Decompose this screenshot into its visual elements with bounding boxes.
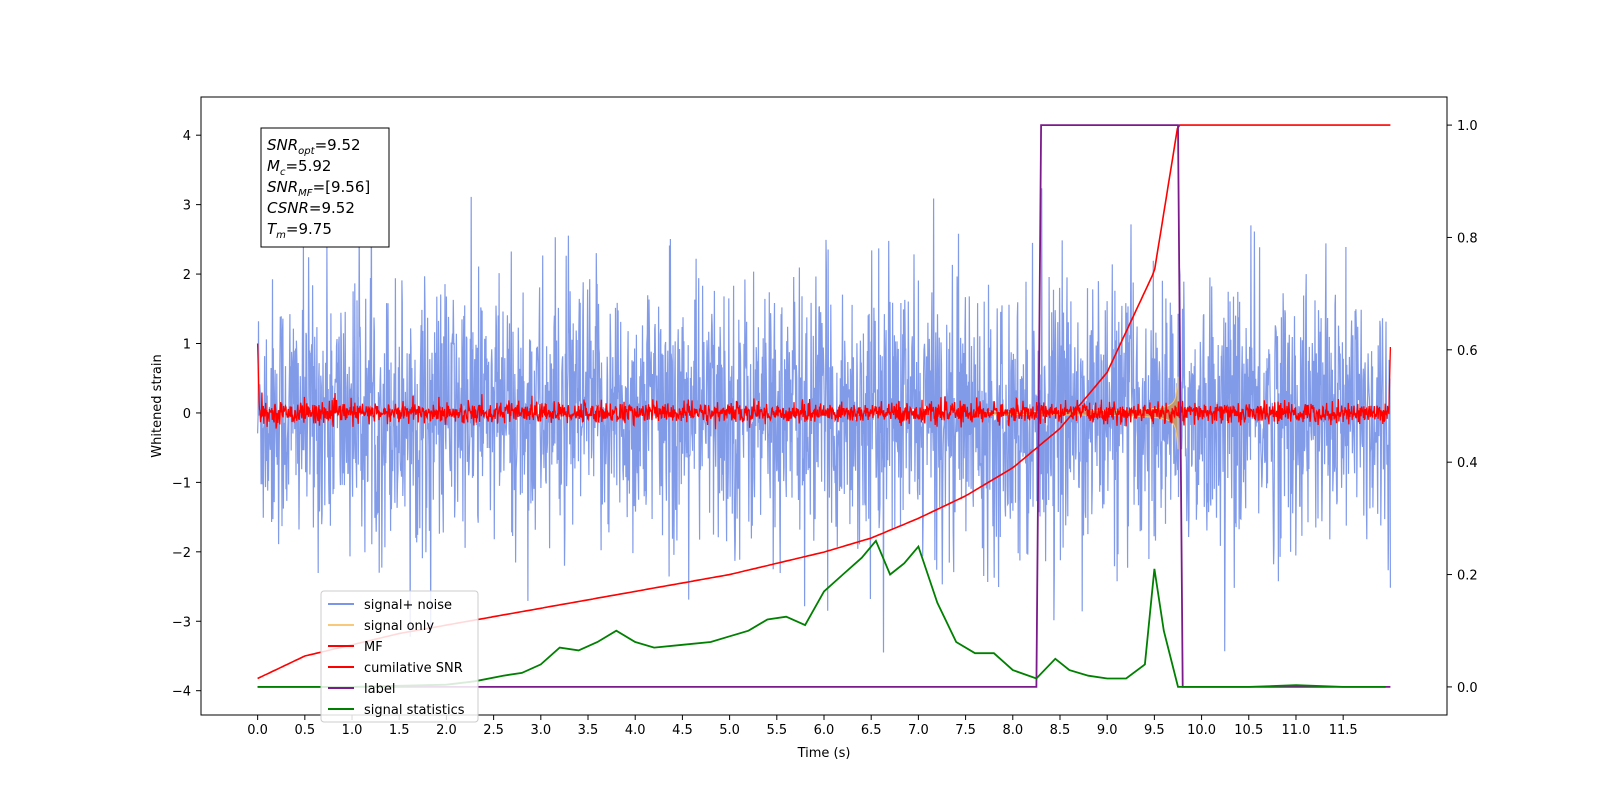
y-axis-left-ticks: 4 3 2 1 0 −1 −2 −3 −4 <box>172 129 201 700</box>
x-tick-label: 1.5 <box>389 723 410 738</box>
x-tick-label: 4.5 <box>672 723 693 738</box>
x-tick-label: 11.5 <box>1329 723 1358 738</box>
x-tick-label: 3.5 <box>578 723 599 738</box>
legend-frame <box>320 590 479 723</box>
y-right-tick-label: 0.0 <box>1457 681 1478 696</box>
y-left-tick-label: −2 <box>172 546 191 561</box>
y-axis-right-ticks: 1.0 0.8 0.6 0.4 0.2 0.0 <box>1447 119 1478 696</box>
y-left-tick-label: 4 <box>183 129 191 144</box>
signal-noise-line <box>257 161 1391 653</box>
x-tick-label: 7.5 <box>955 723 976 738</box>
y-left-tick-label: 0 <box>183 407 191 422</box>
x-tick-label: 1.0 <box>342 723 363 738</box>
x-tick-label: 2.0 <box>436 723 457 738</box>
y-left-tick-label: −1 <box>172 476 191 491</box>
legend-label: signal statistics <box>364 703 465 718</box>
x-tick-label: 5.0 <box>719 723 740 738</box>
info-line: CSNR=9.52 <box>267 199 355 217</box>
y-left-tick-label: −4 <box>172 685 191 700</box>
x-tick-label: 11.0 <box>1281 723 1310 738</box>
y-left-tick-label: −3 <box>172 615 191 630</box>
x-axis-ticks: 0.0 0.5 1.0 1.5 2.0 2.5 3.0 3.5 4.0 4.5 5.0 5.5 6.0 6… <box>247 715 1358 738</box>
series-signal-statistics <box>257 539 1386 688</box>
x-axis-label: Time (s) <box>797 746 851 761</box>
legend-label: signal only <box>364 619 434 634</box>
x-tick-label: 6.5 <box>861 723 882 738</box>
y-right-tick-label: 0.4 <box>1457 456 1478 471</box>
x-tick-label: 0.5 <box>294 723 315 738</box>
series-mf <box>256 343 1392 430</box>
legend-label: signal+ noise <box>364 598 452 613</box>
x-tick-label: 4.0 <box>625 723 646 738</box>
x-tick-label: 9.5 <box>1144 723 1165 738</box>
info-line: Tm=9.75 <box>267 220 332 241</box>
legend-label: cumilative SNR <box>364 661 463 676</box>
y-right-tick-label: 1.0 <box>1457 119 1478 134</box>
series-signal-noise <box>257 161 1391 653</box>
x-tick-label: 8.0 <box>1002 723 1023 738</box>
legend-label: label <box>364 682 395 697</box>
y-right-tick-label: 0.8 <box>1457 231 1478 246</box>
y-axis-left-label: Whitened strain <box>150 354 165 457</box>
signal-statistics-line <box>257 539 1386 688</box>
y-left-tick-label: 2 <box>183 268 191 283</box>
info-box-frame <box>260 127 390 248</box>
mf-line <box>256 343 1392 430</box>
y-right-tick-label: 0.6 <box>1457 344 1478 359</box>
x-tick-label: 9.0 <box>1097 723 1118 738</box>
x-tick-label: 2.5 <box>483 723 504 738</box>
x-tick-label: 10.0 <box>1187 723 1216 738</box>
x-tick-label: 3.0 <box>530 723 551 738</box>
info-line: SNRMF=[9.56] <box>267 178 370 199</box>
y-left-tick-label: 1 <box>183 338 191 353</box>
x-tick-label: 7.0 <box>908 723 929 738</box>
x-tick-label: 8.5 <box>1050 723 1071 738</box>
info-line: Mc=5.92 <box>267 157 331 178</box>
legend-label: MF <box>364 640 383 655</box>
x-tick-label: 6.0 <box>814 723 835 738</box>
x-tick-label: 5.5 <box>766 723 787 738</box>
x-tick-label: 10.5 <box>1234 723 1263 738</box>
y-left-tick-label: 3 <box>183 199 191 214</box>
legend: signal+ noise signal only MF cumilative SNR… <box>320 590 479 723</box>
y-right-tick-label: 0.2 <box>1457 569 1478 584</box>
info-line: SNRopt=9.52 <box>267 136 361 157</box>
x-tick-label: 0.0 <box>247 723 268 738</box>
